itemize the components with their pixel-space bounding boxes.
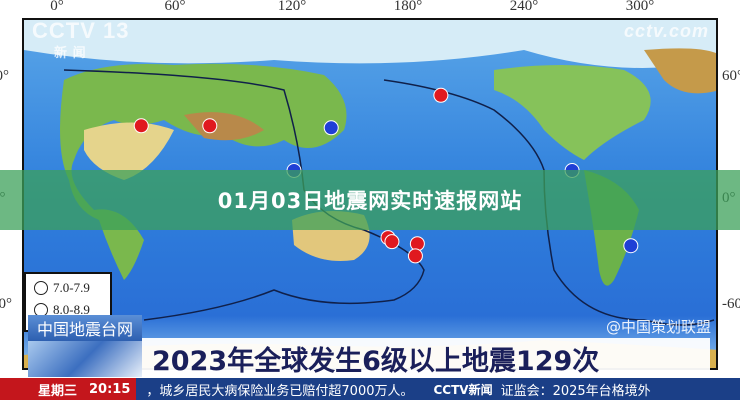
weekday-label: 星期三 [0,378,86,400]
earthquake-marker-blue [323,120,339,136]
legend-label: 7.0-7.9 [53,280,90,295]
earthquake-marker-red [384,234,400,250]
earthquake-marker-red [433,87,449,103]
studio-graphic [28,341,142,377]
cctv13-logo: CCTV 13 [32,18,130,43]
ticker-text: ，城乡居民大病保险业务已赔付超7000万人。 [146,383,414,399]
news-ticker: 星期三 20:15 ，城乡居民大病保险业务已赔付超7000万人。 CCTV新闻 … [0,378,740,400]
earthquake-marker-red [409,236,425,252]
title-banner: 01月03日地震网实时速报网站 [0,170,740,230]
cctv-site-logo: cctv.com [624,21,710,41]
earthquake-marker-red [407,248,423,264]
page-title: 01月03日地震网实时速报网站 [217,189,523,213]
cctv-news-logo: CCTV新闻 [433,382,493,397]
ticker-next-text: 证监会：2025年台格境外 [500,383,651,399]
news-source-label: 中国地震台网 [28,315,142,341]
watermark: @中国策划联盟 [606,318,712,336]
clock-label: 20:15 [85,378,137,400]
right-tick-minus60: -60 [722,296,740,312]
earthquake-marker-blue [623,238,639,254]
left-tick-60: 60° [0,68,9,84]
tick-180: 180° [393,0,423,14]
tick-120: 120° [277,0,307,14]
news-headline: 2023年全球发生6级以上地震129次 [142,338,710,378]
tick-0: 0° [50,0,64,14]
tick-300: 300° [625,0,655,14]
cctv13-sub-logo: 新 闻 [54,45,87,60]
tick-60: 60° [164,0,186,14]
legend-label: 8.0-8.9 [53,302,90,317]
circle-icon [34,281,48,295]
left-tick-minus60: -60° [0,296,12,312]
tick-240: 240° [509,0,539,14]
earthquake-marker-red [133,118,149,134]
right-tick-60: 60° [722,68,740,84]
earthquake-marker-red [202,118,218,134]
legend-item: 7.0-7.9 [34,280,110,296]
